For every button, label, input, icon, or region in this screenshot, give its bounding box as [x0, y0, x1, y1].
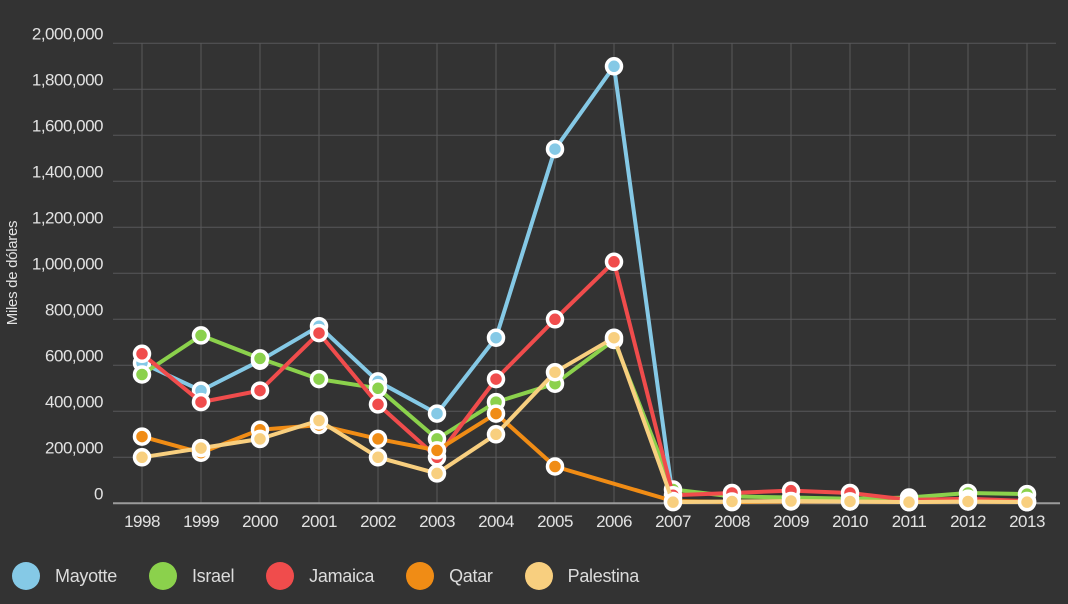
y-tick-label: 1,200,000 [32, 208, 103, 227]
data-point-palestina-2013 [1017, 492, 1037, 512]
data-point-palestina-2007 [663, 492, 683, 512]
y-axis-title: Miles de dólares [4, 221, 21, 325]
legend-item-mayotte[interactable]: Mayotte [12, 562, 117, 590]
legend-label: Jamaica [309, 566, 375, 586]
y-tick-label: 1,600,000 [32, 116, 103, 135]
x-tick-label: 2003 [419, 512, 455, 531]
x-tick-label: 1998 [124, 512, 160, 531]
data-point-mayotte-2003 [427, 404, 447, 423]
y-tick-label: 0 [94, 484, 103, 503]
data-point-palestina-2005 [545, 362, 565, 382]
legend-swatch-qatar [406, 562, 435, 590]
data-point-qatar-2003 [427, 441, 447, 460]
data-point-palestina-1999 [191, 438, 211, 458]
legend-swatch-israel [148, 562, 177, 590]
data-point-qatar-2004 [486, 404, 506, 423]
data-point-qatar-1998 [132, 427, 152, 446]
series-line-jamaica [140, 259, 1029, 503]
data-point-israel-2001 [309, 369, 329, 389]
data-point-jamaica-2004 [486, 369, 506, 389]
y-tick-label: 2,000,000 [32, 24, 103, 43]
x-tick-label: 2007 [655, 512, 691, 531]
x-tick-label: 2006 [596, 512, 632, 531]
data-point-qatar-2002 [368, 429, 388, 449]
data-point-palestina-2006 [604, 328, 624, 347]
y-tick-label: 1,800,000 [32, 70, 103, 89]
y-tick-label: 1,000,000 [32, 254, 103, 273]
x-tick-label: 2001 [301, 512, 337, 531]
legend-swatch-palestina [524, 562, 553, 590]
chart-plot: Miles de dólares 0 200,000 400,000 600,000 8… [4, 24, 1060, 531]
x-tick-label: 1999 [183, 512, 219, 531]
legend-swatch-mayotte [12, 562, 40, 590]
data-point-jamaica-2002 [368, 395, 388, 414]
series-line-palestina [140, 335, 1029, 505]
data-point-israel-1998 [132, 365, 152, 384]
y-tick-label: 600,000 [45, 346, 103, 365]
data-point-palestina-2011 [899, 492, 919, 512]
data-point-jamaica-2000 [250, 381, 270, 400]
data-point-palestina-2010 [840, 492, 860, 511]
y-tick-label: 800,000 [45, 300, 103, 319]
legend-label: Israel [191, 566, 235, 586]
y-tick-label: 400,000 [45, 392, 103, 411]
data-point-mayotte-2005 [545, 139, 565, 159]
data-point-palestina-2008 [722, 492, 742, 511]
data-point-palestina-1998 [132, 448, 152, 467]
data-point-palestina-2012 [958, 492, 978, 511]
x-tick-label: 2009 [773, 512, 809, 531]
x-tick-label: 2005 [537, 512, 573, 531]
series-line-mayotte [140, 64, 675, 501]
data-point-palestina-2003 [427, 464, 447, 483]
legend-item-qatar[interactable]: Qatar [406, 562, 493, 590]
y-tick-label: 1,400,000 [32, 162, 103, 181]
legend-swatch-jamaica [266, 562, 295, 590]
chart-legend: Mayotte Israel Jamaica Qatar Palestina [12, 560, 671, 592]
data-point-palestina-2001 [309, 411, 329, 430]
data-point-jamaica-2001 [309, 323, 329, 343]
x-tick-label: 2011 [892, 512, 927, 531]
x-tick-label: 2002 [360, 512, 396, 531]
x-tick-label: 2012 [950, 512, 986, 531]
series-line-qatar [140, 411, 1029, 505]
data-point-palestina-2000 [250, 429, 270, 449]
legend-label: Qatar [449, 566, 493, 586]
legend-label: Mayotte [55, 566, 117, 586]
data-point-palestina-2004 [486, 425, 506, 444]
x-tick-label: 2000 [242, 512, 278, 531]
data-point-jamaica-1999 [191, 392, 211, 412]
data-point-qatar-2005 [545, 457, 565, 476]
data-point-jamaica-2005 [545, 310, 565, 329]
legend-item-palestina[interactable]: Palestina [524, 562, 640, 590]
x-tick-label: 2008 [714, 512, 750, 531]
data-point-mayotte-2004 [486, 328, 506, 347]
data-point-mayotte-2006 [604, 57, 624, 76]
legend-item-jamaica[interactable]: Jamaica [266, 562, 374, 590]
legend-label: Palestina [567, 566, 640, 586]
data-point-jamaica-2006 [604, 252, 624, 272]
x-tick-label: 2013 [1009, 512, 1045, 531]
x-tick-label: 2010 [832, 512, 868, 531]
data-point-palestina-2002 [368, 448, 388, 467]
data-point-palestina-2009 [781, 491, 801, 511]
data-point-jamaica-1998 [132, 344, 152, 364]
x-tick-label: 2004 [478, 512, 514, 531]
data-point-israel-1999 [191, 326, 211, 345]
y-tick-label: 200,000 [45, 438, 103, 457]
data-point-israel-2000 [250, 349, 270, 368]
legend-item-israel[interactable]: Israel [148, 562, 235, 590]
data-point-israel-2002 [368, 379, 388, 398]
